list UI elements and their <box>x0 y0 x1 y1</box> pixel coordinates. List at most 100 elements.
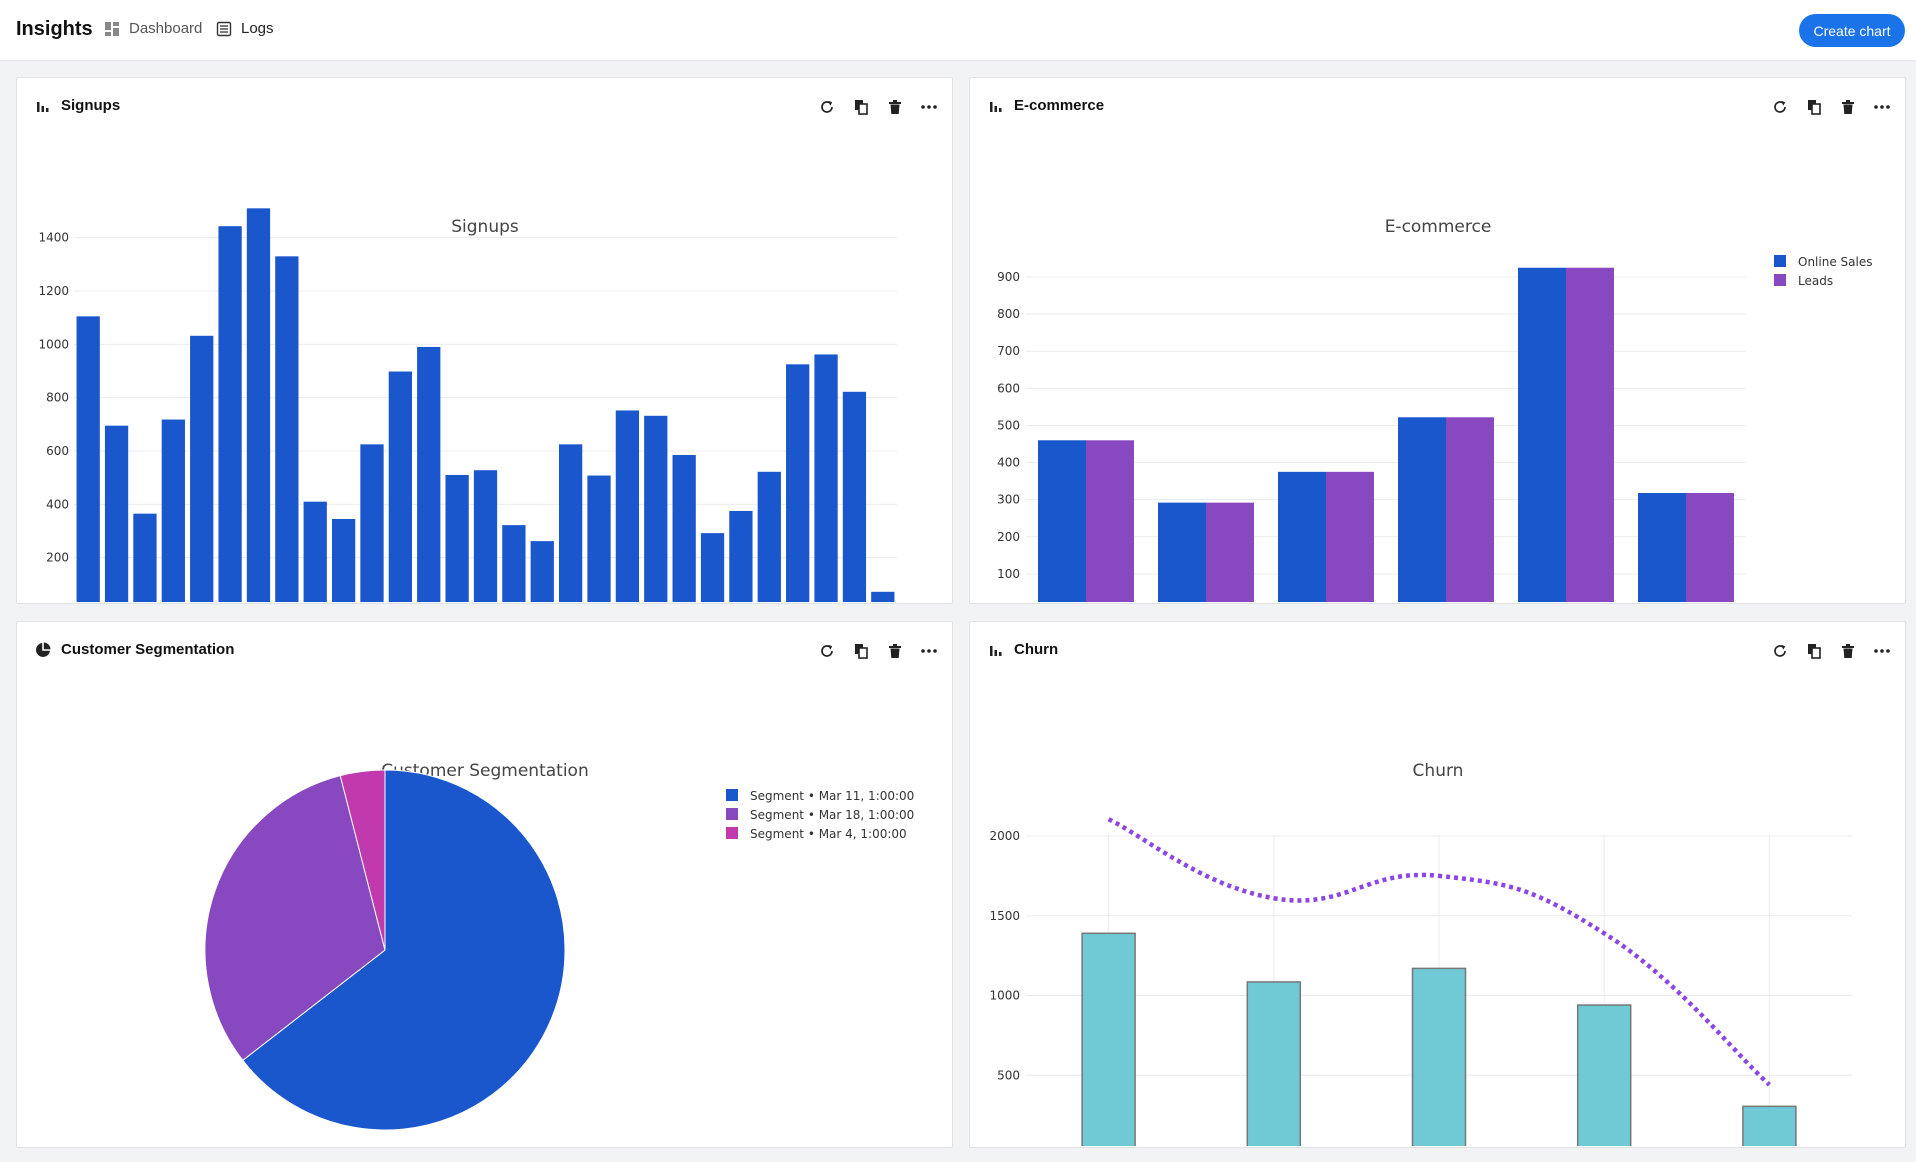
bar <box>218 226 242 602</box>
more-options-button[interactable] <box>1871 640 1893 662</box>
pie-slice <box>204 775 386 1062</box>
copy-icon <box>855 100 868 115</box>
delete-button[interactable] <box>1837 640 1859 662</box>
card-title: Signups <box>61 97 121 114</box>
bar <box>303 501 327 602</box>
trash-icon <box>889 100 901 114</box>
nav-dashboard-label: Dashboard <box>129 20 203 37</box>
pie-slice <box>242 769 566 1131</box>
more-icon <box>921 649 937 653</box>
bar <box>76 316 100 602</box>
refresh-button[interactable] <box>1769 640 1791 662</box>
bar <box>1081 932 1136 1146</box>
more-options-button[interactable] <box>918 96 940 118</box>
bar <box>1206 502 1254 602</box>
y-tick-label: 800 <box>997 307 1020 321</box>
y-tick-label: 900 <box>997 270 1020 284</box>
bar <box>1326 471 1374 602</box>
bar <box>1686 492 1734 602</box>
bar <box>672 454 696 602</box>
bar <box>786 364 810 602</box>
signups-card: Signups Signups0200400600800100012001400… <box>16 77 953 604</box>
bar <box>1638 492 1686 602</box>
list-icon <box>216 21 232 36</box>
bar <box>1086 440 1134 602</box>
legend-swatch <box>726 789 738 801</box>
duplicate-button[interactable] <box>1803 640 1825 662</box>
more-icon <box>921 105 937 109</box>
bar <box>530 541 554 602</box>
duplicate-button[interactable] <box>850 640 872 662</box>
churn-card: Churn Churn0500100015002000Sep 2, 2:00:0… <box>969 621 1906 1148</box>
bar <box>729 510 753 602</box>
duplicate-button[interactable] <box>850 96 872 118</box>
y-tick-label: 500 <box>997 1068 1020 1082</box>
y-tick-label: 800 <box>46 391 69 405</box>
trash-icon <box>889 644 901 658</box>
copy-icon <box>1808 644 1821 659</box>
bar <box>1446 417 1494 602</box>
bar <box>1576 1004 1632 1146</box>
delete-button[interactable] <box>884 640 906 662</box>
refresh-icon <box>1774 100 1786 113</box>
delete-button[interactable] <box>884 96 906 118</box>
nav-logs[interactable]: Logs <box>216 20 274 37</box>
ecommerce-chart: E-commerce0100200300400500600700800900Ma… <box>997 217 1872 602</box>
bar <box>871 591 895 602</box>
refresh-button[interactable] <box>1769 96 1791 118</box>
legend-label: Segment • Mar 4, 1:00:00 <box>750 827 907 841</box>
y-tick-label: 600 <box>46 444 69 458</box>
bar <box>246 208 271 602</box>
refresh-button[interactable] <box>816 640 838 662</box>
y-tick-label: 1000 <box>38 337 69 351</box>
legend-label: Segment • Mar 18, 1:00:00 <box>750 808 914 822</box>
legend-label: Leads <box>1798 274 1833 288</box>
y-tick-label: 2000 <box>989 829 1020 843</box>
bar <box>445 474 469 602</box>
legend-label: Online Sales <box>1798 255 1872 269</box>
pie-slice <box>339 769 386 951</box>
bar <box>587 475 611 602</box>
y-tick-label: 1400 <box>38 231 69 245</box>
bar-chart-icon <box>37 102 49 112</box>
bar <box>1411 967 1467 1146</box>
create-chart-button[interactable]: Create chart <box>1799 14 1905 47</box>
bar <box>104 425 129 602</box>
legend-swatch <box>1774 255 1786 267</box>
legend-swatch <box>1774 274 1786 286</box>
y-tick-label: 1500 <box>989 909 1020 923</box>
card-title: Churn <box>1014 641 1059 658</box>
bar <box>1398 417 1446 602</box>
card-header: Signups <box>17 78 952 132</box>
card-header: Churn <box>970 622 1905 676</box>
y-tick-label: 400 <box>997 456 1020 470</box>
more-options-button[interactable] <box>918 640 940 662</box>
nav-logs-label: Logs <box>241 20 274 37</box>
bar <box>1566 267 1614 602</box>
card-header: Customer Segmentation <box>17 622 952 676</box>
more-options-button[interactable] <box>1871 96 1893 118</box>
bar <box>644 415 668 602</box>
bar <box>700 533 725 602</box>
chart-title: E-commerce <box>1385 217 1492 237</box>
bar <box>190 335 214 602</box>
delete-button[interactable] <box>1837 96 1859 118</box>
bar <box>559 444 583 602</box>
refresh-button[interactable] <box>816 96 838 118</box>
y-tick-label: 400 <box>46 497 69 511</box>
y-tick-label: 200 <box>997 530 1020 544</box>
pie-chart-icon <box>36 642 51 657</box>
bar <box>615 410 640 602</box>
bar <box>1246 981 1302 1146</box>
refresh-icon <box>821 644 833 657</box>
segmentation-card: Customer Segmentation Customer Segmentat… <box>16 621 953 1148</box>
y-tick-label: 700 <box>997 344 1020 358</box>
nav-dashboard[interactable]: Dashboard <box>104 20 202 37</box>
duplicate-button[interactable] <box>1803 96 1825 118</box>
legend-swatch <box>726 827 738 839</box>
refresh-icon <box>821 100 833 113</box>
bar <box>1518 267 1566 602</box>
signups-chart: Signups0200400600800100012001400Feb 2Feb… <box>38 208 897 602</box>
bar <box>473 470 498 602</box>
y-tick-label: 1000 <box>989 989 1020 1003</box>
